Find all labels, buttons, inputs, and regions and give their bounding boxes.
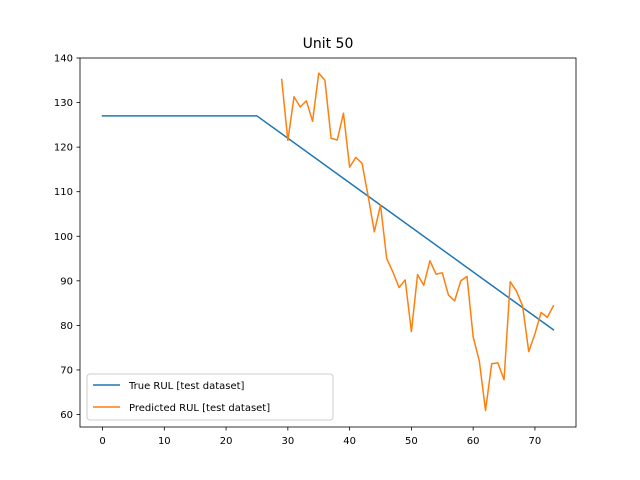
legend-box [86, 373, 334, 421]
y-tick-label: 80 [60, 321, 73, 332]
x-tick-label: 20 [220, 436, 233, 447]
series-layer [101, 72, 555, 412]
y-tick-label: 60 [60, 410, 73, 421]
y-axis: 60 70 80 90 100 110 120 130 140 [54, 54, 80, 421]
x-axis: 0 10 20 30 40 50 60 70 [99, 427, 541, 447]
y-tick-label: 130 [54, 98, 73, 109]
legend-label-predicted-rul: Predicted RUL [test dataset] [129, 403, 270, 414]
y-tick-label: 70 [60, 365, 73, 376]
x-tick-label: 40 [343, 436, 356, 447]
legend: True RUL [test dataset] Predicted RUL [t… [86, 373, 334, 421]
chart-title: Unit 50 [303, 36, 354, 52]
x-tick-label: 60 [467, 436, 480, 447]
series-line-predicted-rul [280, 72, 555, 412]
y-tick-label: 140 [54, 54, 73, 65]
x-tick-label: 30 [281, 436, 294, 447]
plot-frame [79, 57, 577, 428]
y-tick-label: 100 [54, 232, 73, 243]
x-tick-label: 50 [405, 436, 418, 447]
x-tick-label: 10 [158, 436, 171, 447]
y-tick-label: 120 [54, 143, 73, 154]
x-tick-label: 70 [529, 436, 542, 447]
legend-label-true-rul: True RUL [test dataset] [128, 381, 245, 392]
series-line-true-rul [101, 115, 555, 331]
y-tick-label: 90 [60, 276, 73, 287]
y-tick-label: 110 [54, 187, 73, 198]
x-tick-label: 0 [99, 436, 105, 447]
